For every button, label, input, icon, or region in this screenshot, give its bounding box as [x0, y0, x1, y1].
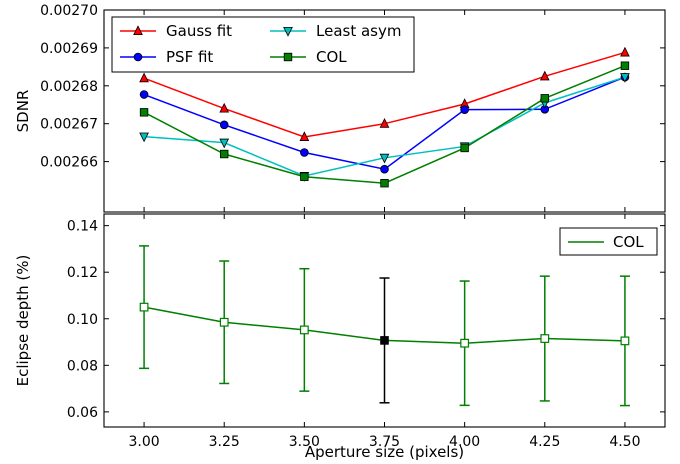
legend-label: COL — [613, 233, 644, 251]
point-col — [380, 178, 389, 188]
x-tick-label: 3.25 — [209, 434, 240, 450]
x-tick-label: 3.00 — [128, 434, 159, 450]
y-tick-label: 0.10 — [67, 312, 98, 328]
point-gauss-fit — [299, 131, 310, 141]
point-col — [139, 108, 149, 117]
point-gauss-fit — [219, 102, 230, 113]
eclipse-depth-panel: 0.06 0.08 0.10 0.12 0.14 3.00 3.25 3.50 3.75 4.00… — [14, 213, 666, 461]
point-psf-fit — [219, 120, 229, 130]
x-tick-label: 3.50 — [289, 434, 320, 450]
point-col-highlight — [380, 336, 389, 345]
point-gauss-fit — [379, 118, 390, 128]
legend-label: COL — [316, 48, 347, 66]
x-tick-label: 3.75 — [369, 434, 400, 450]
point-col — [139, 302, 149, 312]
y-tick-label: 0.00270 — [40, 3, 98, 19]
sdnr-panel: 0.00266 0.00267 0.00268 0.00269 0.00270 SDNR G… — [14, 3, 666, 213]
plot-frame — [103, 213, 666, 428]
point-psf-fit — [300, 148, 309, 157]
point-least-asym — [620, 73, 630, 83]
x-tick-label: 4.00 — [449, 434, 480, 450]
plot-frame — [103, 9, 666, 213]
point-least-asym — [379, 153, 390, 164]
legend-marker — [133, 52, 143, 62]
point-col — [300, 172, 309, 181]
legend-marker — [133, 25, 143, 35]
point-psf-fit — [380, 164, 389, 174]
point-col — [460, 143, 469, 153]
point-col — [540, 334, 550, 343]
point-col — [299, 325, 309, 335]
y-axis-label: SDNR — [14, 90, 32, 133]
legend-label: Gauss fit — [166, 22, 232, 40]
y-tick-label: 0.12 — [67, 265, 98, 281]
legend-marker — [283, 26, 293, 37]
point-col — [460, 338, 470, 348]
legend-box — [111, 16, 415, 73]
point-psf-fit — [139, 90, 149, 99]
y-tick-label: 0.14 — [67, 219, 98, 235]
y-tick-label: 0.08 — [67, 358, 98, 374]
y-axis-label: Eclipse depth (%) — [14, 255, 32, 387]
y-tick-label: 0.00266 — [40, 155, 98, 171]
point-col — [620, 61, 630, 70]
point-least-asym — [139, 132, 149, 143]
x-tick-label: 4.50 — [609, 434, 640, 450]
point-gauss-fit — [139, 72, 149, 83]
point-col — [540, 94, 549, 103]
y-tick-label: 0.00268 — [40, 79, 98, 95]
y-tick-label: 0.00269 — [40, 41, 98, 57]
y-tick-label: 0.06 — [67, 405, 98, 421]
point-psf-fit — [460, 105, 469, 114]
legend: Gauss fit PSF fit Least asym COL — [111, 16, 415, 73]
point-gauss-fit — [620, 46, 630, 57]
point-gauss-fit — [539, 70, 550, 81]
y-tick-label: 0.00267 — [40, 117, 98, 133]
x-axis-label: Aperture size (pixels) — [305, 443, 464, 461]
legend-label: Least asym — [316, 22, 401, 40]
point-col — [220, 149, 229, 159]
point-col — [620, 336, 630, 346]
point-col — [219, 317, 229, 327]
legend: COL — [559, 227, 658, 256]
point-least-asym — [219, 138, 230, 149]
x-tick-label: 4.25 — [529, 434, 560, 450]
legend-marker — [283, 52, 293, 62]
legend-label: PSF fit — [166, 48, 213, 66]
